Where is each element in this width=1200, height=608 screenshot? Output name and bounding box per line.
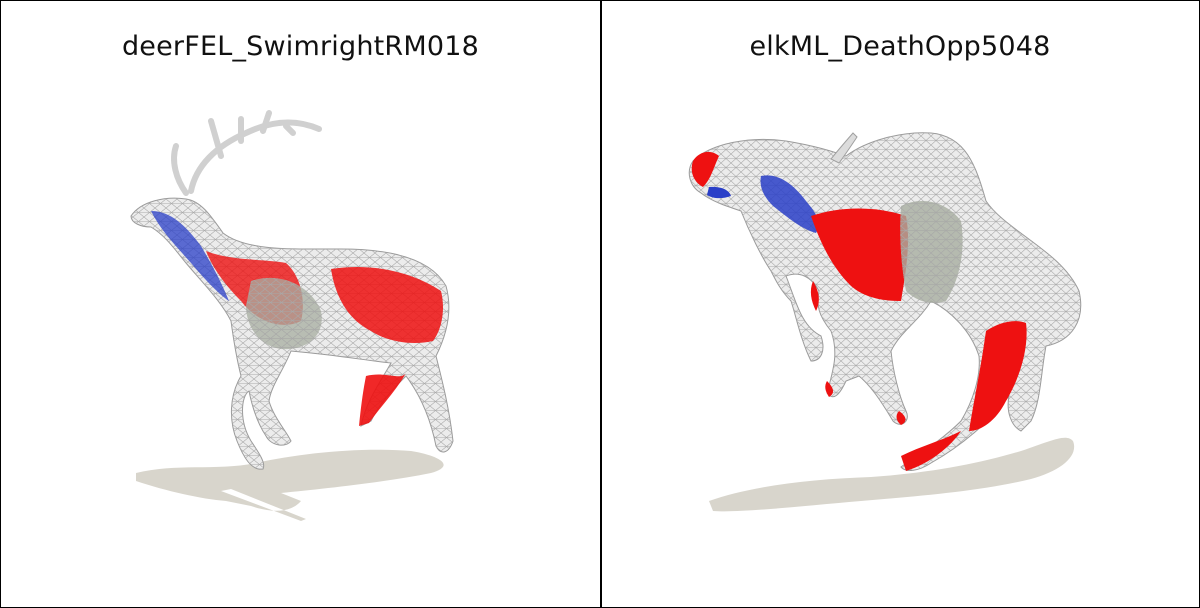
elk-shadow (709, 437, 1075, 512)
deer-body (130, 197, 454, 470)
elk-mesh-render (688, 132, 1082, 512)
elk-body (688, 132, 1082, 471)
deer-shadow (136, 449, 444, 521)
panel-elk: elkML_DeathOpp5048 (601, 1, 1199, 607)
deer-antlers (171, 110, 322, 196)
panel-deer: deerFEL_SwimrightRM018 (1, 1, 600, 607)
panel-title-deer: deerFEL_SwimrightRM018 (121, 31, 480, 62)
panel-divider (600, 1, 602, 607)
deer-mesh-render (130, 110, 454, 521)
panel-title-elk: elkML_DeathOpp5048 (749, 31, 1051, 62)
